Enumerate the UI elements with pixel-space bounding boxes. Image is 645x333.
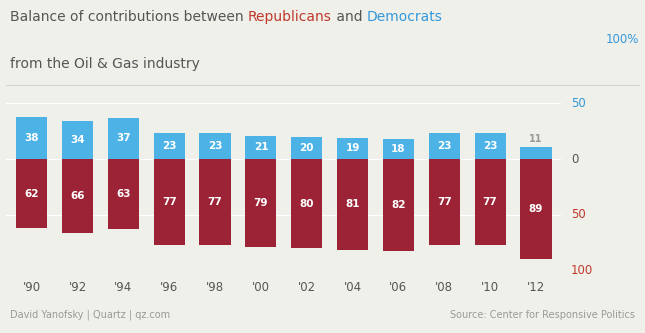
Text: 100%: 100% [605, 33, 639, 47]
Bar [475, 134, 506, 159]
Bar [62, 121, 93, 159]
Text: 81: 81 [345, 199, 360, 209]
Bar [154, 159, 184, 245]
Bar [521, 147, 551, 159]
Text: 77: 77 [482, 197, 497, 207]
Text: Democrats: Democrats [366, 10, 442, 24]
Text: 100: 100 [571, 264, 593, 277]
Bar [245, 159, 277, 247]
Bar [291, 159, 322, 248]
Bar [245, 136, 277, 159]
Bar [429, 159, 460, 245]
Text: 79: 79 [253, 198, 268, 208]
Bar [108, 118, 139, 159]
Bar [383, 159, 414, 251]
Text: 23: 23 [162, 141, 177, 151]
Text: 77: 77 [162, 197, 177, 207]
Text: 38: 38 [25, 133, 39, 143]
Bar [521, 159, 551, 258]
Text: 23: 23 [483, 141, 497, 151]
Bar [16, 117, 47, 159]
Text: 0: 0 [571, 153, 578, 166]
Text: Republicans: Republicans [248, 10, 332, 24]
Text: 62: 62 [25, 189, 39, 199]
Text: 77: 77 [208, 197, 223, 207]
Text: David Yanofsky | Quartz | qz.com: David Yanofsky | Quartz | qz.com [10, 309, 170, 320]
Text: 34: 34 [70, 135, 85, 145]
Text: 11: 11 [529, 134, 542, 144]
Text: 37: 37 [116, 134, 131, 144]
Text: 82: 82 [391, 200, 406, 210]
Bar [108, 159, 139, 229]
Text: from the Oil & Gas industry: from the Oil & Gas industry [10, 57, 199, 71]
Bar [337, 138, 368, 159]
Bar [199, 134, 231, 159]
Text: 50: 50 [571, 208, 586, 221]
Text: Source: Center for Responsive Politics: Source: Center for Responsive Politics [450, 310, 635, 320]
Bar [291, 137, 322, 159]
Text: Balance of contributions between: Balance of contributions between [10, 10, 248, 24]
Text: 63: 63 [116, 189, 130, 199]
Text: 18: 18 [391, 144, 406, 154]
Bar [429, 134, 460, 159]
Text: 89: 89 [529, 204, 543, 214]
Text: 20: 20 [299, 143, 314, 153]
Text: 23: 23 [437, 141, 451, 151]
Text: 66: 66 [70, 191, 84, 201]
Text: 50: 50 [571, 97, 586, 110]
Bar [62, 159, 93, 233]
Text: and: and [332, 10, 366, 24]
Bar [199, 159, 231, 245]
Bar [475, 159, 506, 245]
Bar [337, 159, 368, 249]
Text: 77: 77 [437, 197, 451, 207]
Bar [383, 139, 414, 159]
Text: 19: 19 [345, 144, 360, 154]
Text: 23: 23 [208, 141, 223, 151]
Bar [154, 134, 184, 159]
Text: 21: 21 [253, 143, 268, 153]
Text: 80: 80 [299, 199, 314, 209]
Bar [16, 159, 47, 228]
